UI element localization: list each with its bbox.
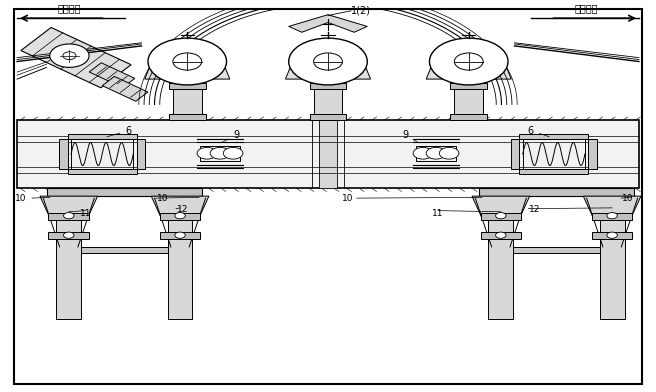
Bar bbox=[520, 134, 588, 140]
Text: 11: 11 bbox=[80, 209, 92, 218]
Polygon shape bbox=[152, 196, 209, 218]
Text: 12: 12 bbox=[529, 205, 540, 214]
Bar bbox=[451, 114, 487, 120]
Bar bbox=[160, 232, 200, 239]
Circle shape bbox=[64, 232, 74, 238]
Circle shape bbox=[440, 147, 459, 159]
Text: 中跳方向: 中跳方向 bbox=[575, 4, 598, 14]
Circle shape bbox=[413, 147, 433, 159]
Polygon shape bbox=[145, 52, 230, 79]
Bar bbox=[588, 140, 597, 169]
Text: 边跳方向: 边跳方向 bbox=[58, 4, 81, 14]
Polygon shape bbox=[102, 76, 148, 101]
Polygon shape bbox=[89, 63, 134, 87]
Bar bbox=[56, 218, 81, 319]
Bar bbox=[511, 140, 520, 169]
Bar bbox=[481, 232, 521, 239]
Polygon shape bbox=[583, 196, 641, 218]
Circle shape bbox=[430, 38, 508, 85]
Bar bbox=[310, 114, 346, 120]
Bar bbox=[169, 83, 205, 89]
Bar bbox=[417, 146, 456, 161]
Text: 10: 10 bbox=[14, 194, 26, 203]
Bar bbox=[71, 140, 133, 169]
Bar bbox=[295, 48, 361, 53]
Bar bbox=[451, 83, 487, 89]
Circle shape bbox=[50, 44, 89, 67]
Bar bbox=[592, 232, 632, 239]
Bar bbox=[68, 134, 136, 140]
Circle shape bbox=[455, 53, 483, 70]
Bar bbox=[200, 146, 239, 161]
Polygon shape bbox=[40, 196, 98, 218]
Circle shape bbox=[174, 232, 185, 238]
Circle shape bbox=[63, 52, 76, 60]
Bar bbox=[314, 79, 342, 120]
Bar bbox=[592, 212, 632, 220]
Polygon shape bbox=[426, 52, 511, 79]
Bar bbox=[479, 189, 634, 196]
Circle shape bbox=[495, 232, 506, 238]
Bar bbox=[47, 189, 202, 196]
Circle shape bbox=[173, 53, 201, 70]
Bar bbox=[520, 169, 588, 174]
Circle shape bbox=[223, 147, 243, 159]
Bar bbox=[49, 212, 89, 220]
Bar bbox=[173, 79, 201, 120]
Bar bbox=[160, 212, 200, 220]
Text: 1(2): 1(2) bbox=[351, 6, 371, 16]
Bar bbox=[436, 48, 501, 53]
Circle shape bbox=[426, 147, 446, 159]
Text: 11: 11 bbox=[432, 209, 443, 218]
Bar bbox=[168, 218, 192, 319]
Text: 10: 10 bbox=[342, 194, 354, 203]
Polygon shape bbox=[289, 15, 367, 32]
Circle shape bbox=[607, 232, 617, 238]
Bar bbox=[481, 212, 521, 220]
Text: 9: 9 bbox=[222, 129, 239, 142]
Polygon shape bbox=[472, 196, 529, 218]
Bar bbox=[513, 247, 600, 253]
Text: 12: 12 bbox=[177, 205, 188, 214]
Text: 6: 6 bbox=[528, 125, 549, 137]
Text: 9: 9 bbox=[402, 129, 417, 142]
Bar bbox=[488, 218, 513, 319]
Circle shape bbox=[210, 147, 230, 159]
Circle shape bbox=[64, 212, 74, 219]
Polygon shape bbox=[21, 27, 131, 88]
Bar bbox=[523, 140, 585, 169]
Circle shape bbox=[289, 38, 367, 85]
Circle shape bbox=[174, 212, 185, 219]
Bar bbox=[49, 232, 89, 239]
Bar bbox=[59, 140, 68, 169]
Bar bbox=[68, 169, 136, 174]
Circle shape bbox=[495, 212, 506, 219]
Text: 10: 10 bbox=[157, 194, 169, 203]
Bar bbox=[155, 48, 220, 53]
Bar bbox=[600, 218, 625, 319]
Circle shape bbox=[314, 53, 342, 70]
Circle shape bbox=[197, 147, 216, 159]
Bar bbox=[17, 120, 639, 189]
Circle shape bbox=[148, 38, 226, 85]
Text: 6: 6 bbox=[107, 125, 131, 137]
Bar bbox=[455, 79, 483, 120]
Polygon shape bbox=[285, 52, 371, 79]
Bar bbox=[169, 114, 205, 120]
Bar bbox=[319, 120, 337, 189]
Bar bbox=[81, 247, 168, 253]
Circle shape bbox=[607, 212, 617, 219]
Bar bbox=[310, 83, 346, 89]
Text: 10: 10 bbox=[622, 194, 634, 203]
Bar bbox=[136, 140, 145, 169]
